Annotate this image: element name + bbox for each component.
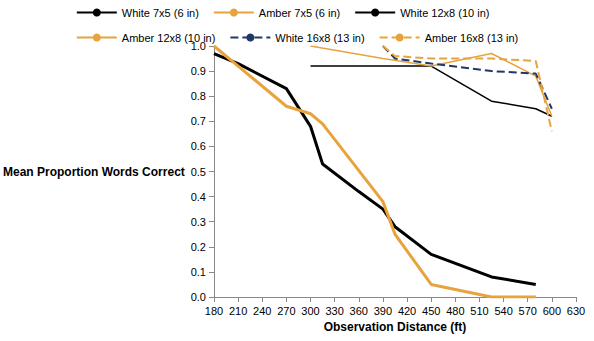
svg-text:0.0: 0.0 bbox=[191, 291, 206, 303]
svg-text:330: 330 bbox=[325, 305, 343, 317]
svg-text:0.1: 0.1 bbox=[191, 266, 206, 278]
svg-text:White 16x8 (13 in): White 16x8 (13 in) bbox=[275, 32, 364, 44]
svg-text:0.7: 0.7 bbox=[191, 115, 206, 127]
svg-text:240: 240 bbox=[253, 305, 271, 317]
svg-text:540: 540 bbox=[494, 305, 512, 317]
svg-text:1.0: 1.0 bbox=[190, 40, 206, 52]
svg-text:Mean Proportion Words Correct: Mean Proportion Words Correct bbox=[3, 165, 185, 179]
svg-text:Amber 16x8 (13 in): Amber 16x8 (13 in) bbox=[425, 32, 519, 44]
svg-text:0.4: 0.4 bbox=[191, 191, 206, 203]
svg-text:0.9: 0.9 bbox=[191, 65, 206, 77]
svg-text:390: 390 bbox=[374, 305, 392, 317]
svg-text:450: 450 bbox=[422, 305, 440, 317]
svg-text:510: 510 bbox=[470, 305, 488, 317]
svg-text:210: 210 bbox=[229, 305, 247, 317]
svg-text:420: 420 bbox=[398, 305, 416, 317]
svg-text:White 7x5 (6 in): White 7x5 (6 in) bbox=[122, 7, 199, 19]
svg-text:270: 270 bbox=[277, 305, 295, 317]
svg-text:630: 630 bbox=[567, 305, 585, 317]
svg-text:Amber 7x5 (6 in): Amber 7x5 (6 in) bbox=[259, 7, 340, 19]
svg-text:0.8: 0.8 bbox=[191, 90, 206, 102]
svg-text:180: 180 bbox=[205, 305, 223, 317]
svg-text:570: 570 bbox=[519, 305, 537, 317]
svg-text:300: 300 bbox=[301, 305, 319, 317]
svg-text:480: 480 bbox=[446, 305, 464, 317]
svg-text:0.6: 0.6 bbox=[191, 140, 206, 152]
svg-text:0.3: 0.3 bbox=[191, 216, 206, 228]
svg-text:Amber 12x8 (10 in): Amber 12x8 (10 in) bbox=[122, 32, 216, 44]
svg-text:360: 360 bbox=[350, 305, 368, 317]
svg-text:0.5: 0.5 bbox=[191, 166, 206, 178]
svg-text:0.2: 0.2 bbox=[191, 241, 206, 253]
svg-text:Observation Distance (ft): Observation Distance (ft) bbox=[324, 320, 467, 334]
svg-text:600: 600 bbox=[543, 305, 561, 317]
svg-text:White 12x8 (10 in): White 12x8 (10 in) bbox=[400, 7, 489, 19]
